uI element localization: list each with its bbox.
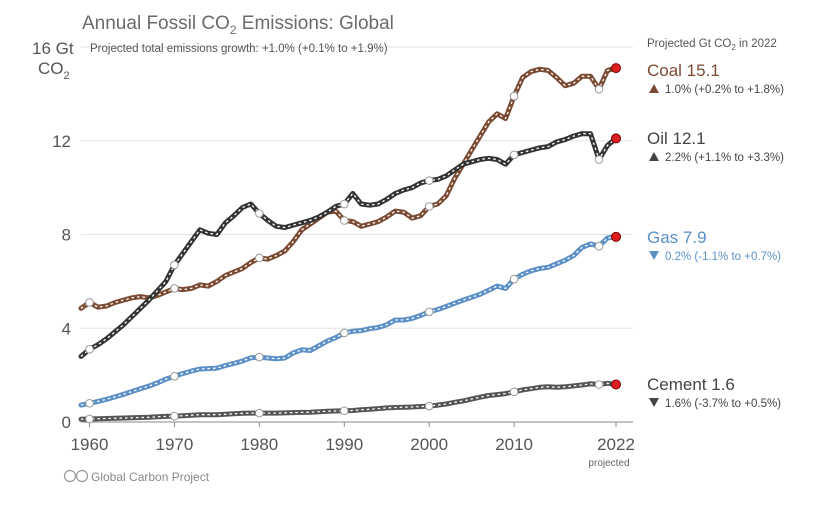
- cement-point-marker: [424, 401, 434, 411]
- gas-point-marker: [509, 274, 519, 284]
- x-tick-label: 1990: [325, 435, 363, 454]
- oil-series-line: [78, 131, 619, 359]
- chart-title-rest: Emissions: Global: [237, 13, 394, 34]
- gas-point-marker: [255, 352, 264, 362]
- x-tick-label: 1970: [156, 435, 194, 454]
- coal-label: Coal 15.1: [647, 61, 720, 80]
- x-tick-label: 2022: [597, 435, 635, 454]
- gridlines: [81, 46, 633, 329]
- oil-point-marker: [509, 150, 519, 160]
- coal-point-marker: [85, 298, 94, 307]
- y-tick-label: 12: [52, 132, 71, 151]
- gas-growth-text: 0.2% (-1.1% to +0.7%): [665, 251, 781, 263]
- gas-point-marker: [594, 241, 604, 251]
- cement-point-marker: [170, 411, 179, 421]
- coal-point-marker: [424, 202, 434, 211]
- coal-growth-arrow-icon: [649, 84, 659, 93]
- oil-point-marker: [594, 155, 604, 164]
- y-tick-label: 4: [62, 319, 71, 338]
- coal-point-marker: [170, 284, 179, 293]
- x-tick-label: 1980: [240, 435, 278, 454]
- coal-projected-marker: [611, 63, 622, 74]
- x-axis-ticks: 1960 1970 1980 1990 2000 2010 2022: [71, 422, 635, 454]
- oil-series-dash: [80, 133, 617, 357]
- oil-growth-arrow-icon: [649, 152, 659, 161]
- coal-growth-text: 1.0% (+0.2% to +1.8%): [665, 84, 784, 96]
- coal-series-line: [78, 65, 619, 311]
- gas-label: Gas 7.9: [647, 228, 707, 247]
- coal-point-marker: [594, 84, 604, 94]
- y-axis-label-gas: CO2: [38, 59, 70, 82]
- y-tick-label: 0: [62, 413, 71, 432]
- coal-point-marker: [255, 253, 264, 263]
- gas-point-marker: [85, 398, 94, 408]
- y-axis-label-unit: 16 Gt: [32, 39, 74, 58]
- cement-point-marker: [339, 406, 349, 416]
- oil-point-marker: [339, 199, 349, 209]
- cement-growth-arrow-icon: [649, 398, 659, 407]
- oil-label: Oil 12.1: [647, 129, 706, 148]
- series-lines: [78, 65, 619, 422]
- gas-projected-marker: [611, 231, 622, 242]
- y-tick-label: 8: [62, 226, 71, 245]
- gas-point-marker: [170, 371, 179, 381]
- cement-label: Cement 1.6: [647, 375, 735, 394]
- oil-projected-marker: [611, 133, 622, 144]
- gas-series-line: [78, 234, 619, 408]
- gas-growth-arrow-icon: [649, 251, 659, 260]
- coal-point-marker: [509, 91, 519, 101]
- cement-series-line: [78, 380, 619, 422]
- gas-point-marker: [424, 307, 434, 317]
- coal-point-marker: [339, 216, 349, 225]
- series-markers: [85, 63, 622, 424]
- gas-point-marker: [339, 328, 349, 338]
- side-header: Projected Gt CO2 in 2022: [647, 38, 777, 52]
- cement-point-marker: [255, 408, 264, 418]
- side-header-rest: in 2022: [736, 38, 777, 50]
- gas-series-dash: [80, 236, 617, 406]
- credit-text: Global Carbon Project: [91, 470, 210, 484]
- chart-subtitle: Projected total emissions growth: +1.0% …: [90, 43, 388, 55]
- series-labels: Coal 15.1 1.0% (+0.2% to +1.8%) Oil 12.1 2.…: [647, 61, 784, 410]
- cement-point-marker: [594, 380, 604, 389]
- cc-license-icon: [63, 469, 89, 483]
- x-tick-label: 2010: [495, 435, 533, 454]
- oil-point-marker: [85, 345, 94, 354]
- chart-title: Annual Fossil CO2 Emissions: Global: [82, 13, 394, 37]
- x-tick-label: 2000: [410, 435, 448, 454]
- cement-point-marker: [85, 414, 94, 424]
- oil-point-marker: [170, 260, 179, 270]
- x-tick-label: 1960: [71, 435, 109, 454]
- y-axis-label-subscript: 2: [64, 70, 70, 82]
- cement-projected-marker: [611, 379, 622, 390]
- cement-growth-text: 1.6% (-3.7% to +0.5%): [665, 398, 781, 410]
- cement-point-marker: [509, 387, 519, 397]
- oil-growth-text: 2.2% (+1.1% to +3.3%): [665, 152, 784, 164]
- oil-point-marker: [424, 176, 434, 185]
- x-tick-note-projected: projected: [588, 458, 629, 469]
- y-axis-ticks: 0 4 8 12: [52, 132, 71, 432]
- oil-point-marker: [255, 209, 264, 218]
- coal-series-dash: [80, 67, 617, 309]
- chart-title-subscript: 2: [230, 23, 237, 37]
- side-header-subscript: 2: [731, 43, 736, 52]
